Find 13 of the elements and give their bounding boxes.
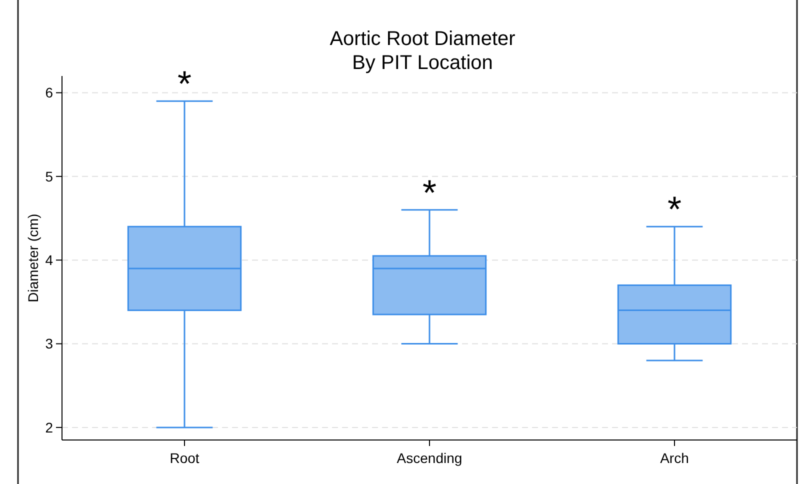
y-axis-title: Diameter (cm): [25, 214, 41, 302]
y-tick-label: 5: [45, 168, 54, 184]
y-tick-label: 6: [45, 84, 54, 101]
annotation: *: [422, 172, 437, 213]
y-tick-label: 2: [45, 419, 54, 436]
annotation: *: [177, 63, 192, 104]
y-tick-label: 3: [45, 336, 54, 352]
x-tick-label: Root: [170, 450, 200, 466]
x-tick-label: Ascending: [396, 450, 462, 466]
annotation: *: [667, 188, 682, 230]
x-tick-label: Arch: [660, 450, 689, 466]
y-tick-label: 4: [45, 252, 54, 268]
chart-title: Aortic Root Diameter By PIT Location: [330, 28, 516, 74]
